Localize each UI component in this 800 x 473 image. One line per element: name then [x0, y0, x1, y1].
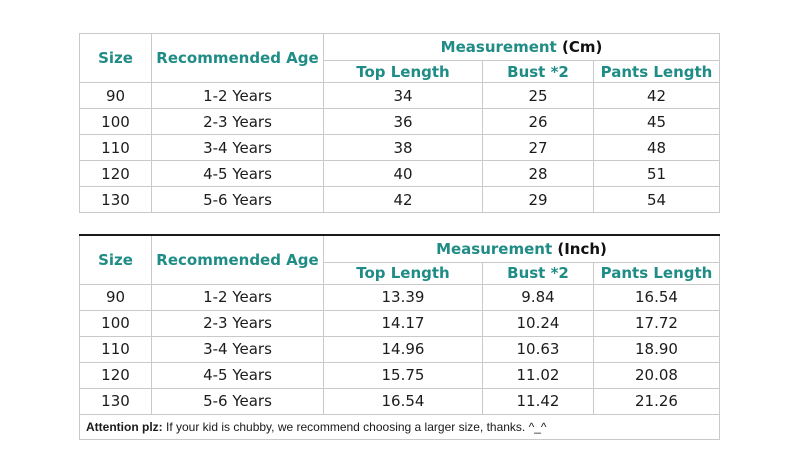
cell-age: 1-2 Years [151, 82, 324, 109]
cell-top-length: 14.96 [323, 335, 483, 363]
attention-note: Attention plz: If your kid is chubby, we… [79, 413, 720, 440]
cell-size: 130 [79, 387, 152, 415]
attention-note-label: Attention plz: [86, 419, 163, 434]
cell-size: 110 [79, 134, 152, 161]
cell-size: 100 [79, 108, 152, 135]
cell-top-length: 38 [323, 134, 483, 161]
cell-age: 3-4 Years [151, 335, 324, 363]
column-header-bust: Bust *2 [482, 60, 594, 83]
cell-age: 1-2 Years [151, 283, 324, 311]
table-inch-header-row: Size Recommended Age Measurement (Inch) [79, 235, 720, 285]
table-row: 90 1-2 Years 34 25 42 [79, 82, 720, 109]
cell-pants-length: 18.90 [593, 335, 720, 363]
cell-bust: 9.84 [482, 283, 594, 311]
unit-label-cm: (Cm) [561, 38, 603, 56]
cell-top-length: 40 [323, 160, 483, 187]
cell-size: 100 [79, 309, 152, 337]
cell-bust: 11.02 [482, 361, 594, 389]
column-header-measurement-cm: Measurement (Cm) [323, 33, 720, 61]
attention-note-row: Attention plz: If your kid is chubby, we… [79, 413, 720, 440]
cell-bust: 27 [482, 134, 594, 161]
cell-top-length: 36 [323, 108, 483, 135]
column-header-bust: Bust *2 [482, 261, 594, 285]
cell-top-length: 15.75 [323, 361, 483, 389]
column-header-top-length: Top Length [323, 60, 483, 83]
column-header-age: Recommended Age [151, 33, 324, 83]
cell-size: 130 [79, 186, 152, 213]
table-row: 130 5-6 Years 16.54 11.42 21.26 [79, 387, 720, 415]
column-header-top-length: Top Length [323, 261, 483, 285]
cell-bust: 10.24 [482, 309, 594, 337]
cell-age: 2-3 Years [151, 108, 324, 135]
cell-size: 120 [79, 361, 152, 389]
column-header-pants-length: Pants Length [593, 261, 720, 285]
cell-pants-length: 17.72 [593, 309, 720, 337]
size-chart-table-cm: Size Recommended Age Measurement (Cm) To… [79, 33, 720, 213]
cell-pants-length: 16.54 [593, 283, 720, 311]
table-row: 100 2-3 Years 14.17 10.24 17.72 [79, 309, 720, 337]
cell-pants-length: 48 [593, 134, 720, 161]
cell-size: 110 [79, 335, 152, 363]
cell-pants-length: 21.26 [593, 387, 720, 415]
cell-top-length: 13.39 [323, 283, 483, 311]
table-cm-header-row: Size Recommended Age Measurement (Cm) [79, 33, 720, 83]
cell-pants-length: 20.08 [593, 361, 720, 389]
cell-pants-length: 54 [593, 186, 720, 213]
size-chart-tables: Size Recommended Age Measurement (Cm) To… [79, 33, 720, 440]
table-row: 90 1-2 Years 13.39 9.84 16.54 [79, 283, 720, 311]
column-header-size: Size [79, 235, 152, 285]
cell-bust: 26 [482, 108, 594, 135]
column-header-age: Recommended Age [151, 235, 324, 285]
table-inch-subheader-row: Top Length Bust *2 Pants Length [80, 261, 720, 285]
cell-age: 5-6 Years [151, 387, 324, 415]
table-row: 110 3-4 Years 38 27 48 [79, 134, 720, 161]
cell-pants-length: 51 [593, 160, 720, 187]
cell-bust: 25 [482, 82, 594, 109]
cell-bust: 10.63 [482, 335, 594, 363]
table-row: 120 4-5 Years 40 28 51 [79, 160, 720, 187]
cell-age: 5-6 Years [151, 186, 324, 213]
cell-bust: 11.42 [482, 387, 594, 415]
cell-bust: 29 [482, 186, 594, 213]
attention-note-text: If your kid is chubby, we recommend choo… [162, 419, 547, 434]
cell-top-length: 16.54 [323, 387, 483, 415]
column-header-measurement-inch: Measurement (Inch) [323, 235, 720, 263]
measurement-label: Measurement [440, 38, 557, 56]
cell-top-length: 42 [323, 186, 483, 213]
cell-age: 3-4 Years [151, 134, 324, 161]
column-header-pants-length: Pants Length [593, 60, 720, 83]
cell-size: 90 [79, 283, 152, 311]
table-row: 100 2-3 Years 36 26 45 [79, 108, 720, 135]
unit-label-inch: (Inch) [557, 239, 607, 258]
column-header-size: Size [79, 33, 152, 83]
table-row: 110 3-4 Years 14.96 10.63 18.90 [79, 335, 720, 363]
cell-pants-length: 42 [593, 82, 720, 109]
cell-age: 2-3 Years [151, 309, 324, 337]
cell-top-length: 14.17 [323, 309, 483, 337]
cell-age: 4-5 Years [151, 160, 324, 187]
measurement-label: Measurement [436, 239, 553, 258]
table-row: 120 4-5 Years 15.75 11.02 20.08 [79, 361, 720, 389]
cell-top-length: 34 [323, 82, 483, 109]
cell-pants-length: 45 [593, 108, 720, 135]
table-row: 130 5-6 Years 42 29 54 [79, 186, 720, 213]
cell-size: 120 [79, 160, 152, 187]
cell-bust: 28 [482, 160, 594, 187]
cell-size: 90 [79, 82, 152, 109]
size-chart-table-inch: Size Recommended Age Measurement (Inch) … [79, 234, 720, 440]
cell-age: 4-5 Years [151, 361, 324, 389]
